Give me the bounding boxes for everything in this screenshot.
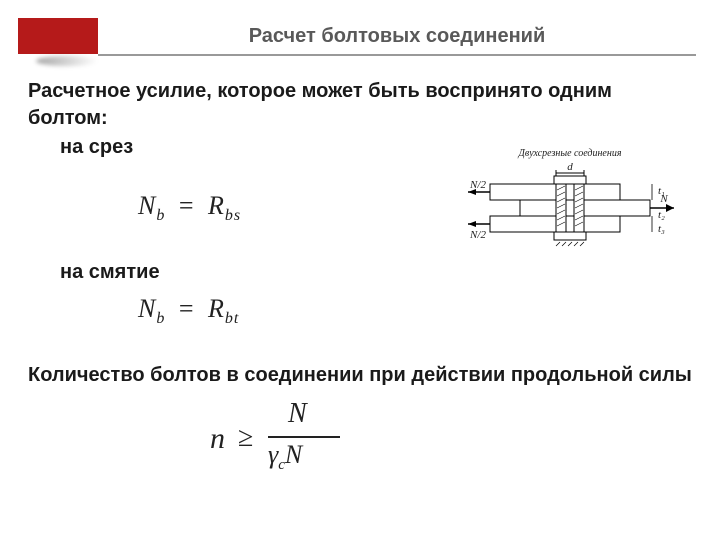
count-n: n [210, 422, 225, 456]
sub-bt: bt [225, 310, 239, 327]
den-gamma-sub: c [278, 457, 285, 473]
connection-diagram: Двухсрезные соединения d [460, 146, 680, 276]
count-num: N [288, 398, 307, 430]
sub-bs: bs [225, 207, 241, 224]
dim-t3: t₃ [658, 223, 665, 235]
count-den: γcN [268, 440, 302, 474]
slide-title: Расчет болтовых соединений [249, 25, 546, 48]
sym-R2: R [208, 294, 225, 323]
accent-corner [18, 18, 98, 54]
count-bar [268, 436, 340, 438]
count-ge: ≥ [238, 422, 253, 454]
diagram-title: Двухсрезные соединения [518, 148, 622, 159]
intro-text: Расчетное усилие, которое может быть вос… [28, 78, 692, 132]
sub-b2: b [156, 310, 165, 327]
dim-t1: t₁ [658, 185, 665, 197]
den-gamma: γ [268, 440, 278, 469]
sym-N: N [138, 191, 156, 220]
sub-b: b [156, 207, 165, 224]
dim-d: d [567, 161, 573, 173]
formula-bearing: Nb = Rbt [138, 294, 692, 328]
count-text: Количество болтов в соединении при дейст… [28, 362, 692, 389]
title-bar: Расчет болтовых соединений [98, 18, 696, 56]
eq: = [173, 191, 201, 220]
slide: Расчет болтовых соединений Расчетное уси… [0, 0, 720, 540]
accent-shadow [36, 56, 98, 66]
arrow-left-top: N/2 [469, 179, 486, 191]
dim-t2: t₂ [658, 209, 665, 221]
sym-R: R [208, 191, 225, 220]
den-N: N [285, 440, 302, 469]
arrow-left-bottom: N/2 [469, 229, 486, 241]
sym-N2: N [138, 294, 156, 323]
eq2: = [173, 294, 201, 323]
